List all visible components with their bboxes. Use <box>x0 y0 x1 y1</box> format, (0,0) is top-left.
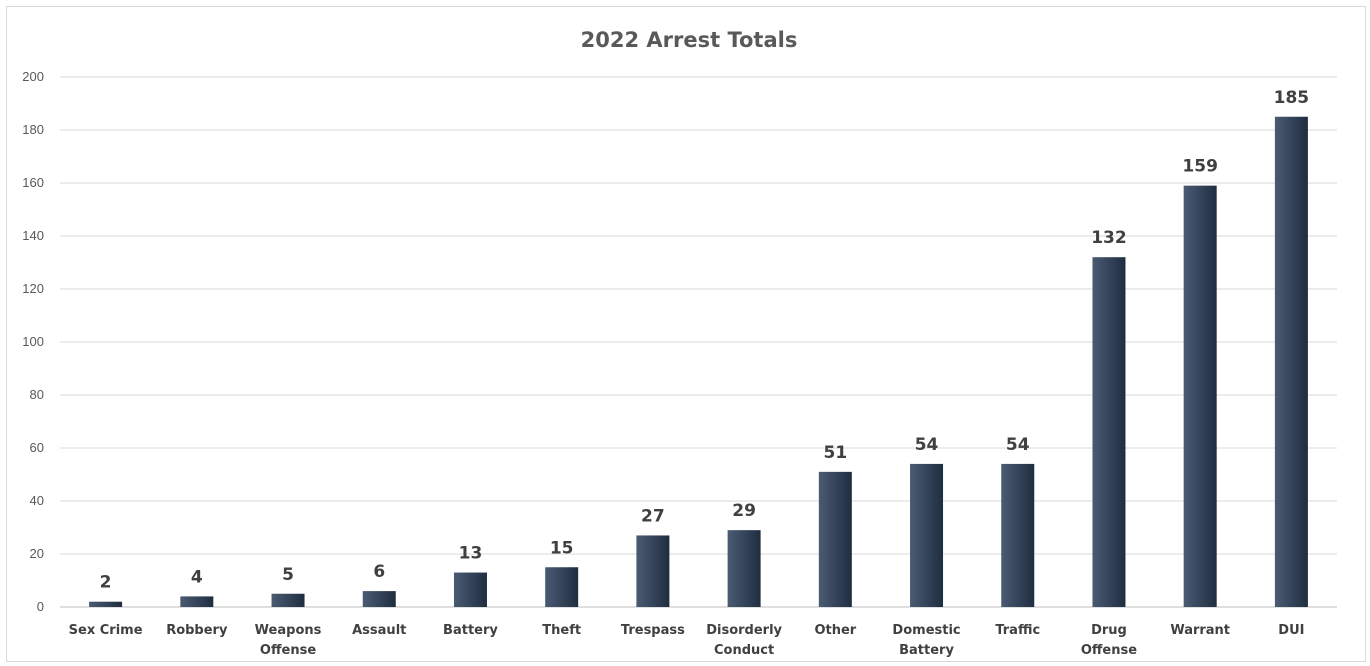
data-label: 5 <box>282 565 294 585</box>
x-axis: Sex Crime Robbery Weapons Offense Assault Bat… <box>69 623 1305 658</box>
bar <box>1092 257 1126 607</box>
data-label: 29 <box>732 501 756 521</box>
bar <box>636 535 670 607</box>
x-tick-label-line: Assault <box>352 623 406 638</box>
data-label: 27 <box>641 506 665 526</box>
x-tick-label-line: Conduct <box>714 643 774 658</box>
y-tick-label: 140 <box>22 228 44 243</box>
y-tick-label: 80 <box>30 387 44 402</box>
x-tick-label: Battery <box>443 623 498 638</box>
data-label: 2 <box>100 573 112 593</box>
bar <box>818 471 852 607</box>
bar <box>545 567 579 607</box>
x-tick-label-line: Theft <box>542 623 581 638</box>
y-tick-label: 40 <box>30 493 44 508</box>
data-label: 51 <box>823 443 847 463</box>
x-tick-label-line: Robbery <box>166 623 228 638</box>
bar <box>362 591 396 607</box>
chart-title: 2022 Arrest Totals <box>581 28 798 52</box>
bar <box>727 530 761 607</box>
data-label: 132 <box>1091 228 1127 248</box>
x-tick-label-line: Domestic <box>892 623 960 638</box>
x-tick-label: Assault <box>352 623 406 638</box>
y-tick-label: 180 <box>22 122 44 137</box>
data-label: 15 <box>550 538 574 558</box>
x-tick-label-line: Sex Crime <box>69 623 143 638</box>
data-label: 54 <box>1006 435 1030 455</box>
x-tick-label: Weapons Offense <box>255 623 322 658</box>
x-tick-label: Other <box>814 623 856 638</box>
x-tick-label: Warrant <box>1170 623 1230 638</box>
data-label: 54 <box>915 435 939 455</box>
x-tick-label-line: Weapons <box>255 623 322 638</box>
y-tick-label: 200 <box>22 69 44 84</box>
x-tick-label-line: Disorderly <box>706 623 782 638</box>
x-tick-label-line: Drug <box>1091 623 1127 638</box>
x-tick-label-line: Battery <box>443 623 498 638</box>
x-tick-label: Trespass <box>621 623 685 638</box>
y-tick-label: 160 <box>22 175 44 190</box>
x-tick-label: Theft <box>542 623 581 638</box>
data-label: 13 <box>459 544 483 564</box>
x-tick-label: DUI <box>1278 623 1304 638</box>
chart-frame <box>6 6 1366 662</box>
bar <box>89 601 123 607</box>
data-label: 185 <box>1274 88 1310 108</box>
x-tick-label-line: Other <box>814 623 856 638</box>
x-tick-label: Robbery <box>166 623 228 638</box>
x-tick-label: Domestic Battery <box>892 623 960 658</box>
data-label: 6 <box>373 562 385 582</box>
bar <box>1183 185 1217 607</box>
x-tick-label: Sex Crime <box>69 623 143 638</box>
bars <box>89 116 1308 607</box>
bar <box>180 596 214 607</box>
x-tick-label-line: Offense <box>260 643 316 658</box>
x-tick-label: Traffic <box>995 623 1040 638</box>
y-tick-label: 120 <box>22 281 44 296</box>
y-tick-label: 100 <box>22 334 44 349</box>
y-axis: 0 20 40 60 80 100 120 140 160 180 200 <box>22 69 44 614</box>
bar <box>1001 463 1035 607</box>
data-label: 4 <box>191 567 203 587</box>
bar <box>271 593 305 607</box>
data-labels: 2 4 5 6 13 15 27 29 51 54 54 132 159 185 <box>100 88 1309 593</box>
gridlines <box>60 76 1337 608</box>
x-tick-label: Disorderly Conduct <box>706 623 782 658</box>
bar <box>453 572 487 607</box>
x-tick-label-line: Warrant <box>1170 623 1230 638</box>
y-tick-label: 60 <box>30 440 44 455</box>
data-label: 159 <box>1182 157 1218 177</box>
x-tick-label-line: Trespass <box>621 623 685 638</box>
bar <box>910 463 944 607</box>
x-tick-label-line: Traffic <box>995 623 1040 638</box>
x-tick-label-line: Offense <box>1081 643 1137 658</box>
y-tick-label: 0 <box>37 599 44 614</box>
x-tick-label: Drug Offense <box>1081 623 1137 658</box>
bar <box>1274 116 1308 607</box>
y-tick-label: 20 <box>30 546 44 561</box>
x-tick-label-line: DUI <box>1278 623 1304 638</box>
x-tick-label-line: Battery <box>899 643 954 658</box>
